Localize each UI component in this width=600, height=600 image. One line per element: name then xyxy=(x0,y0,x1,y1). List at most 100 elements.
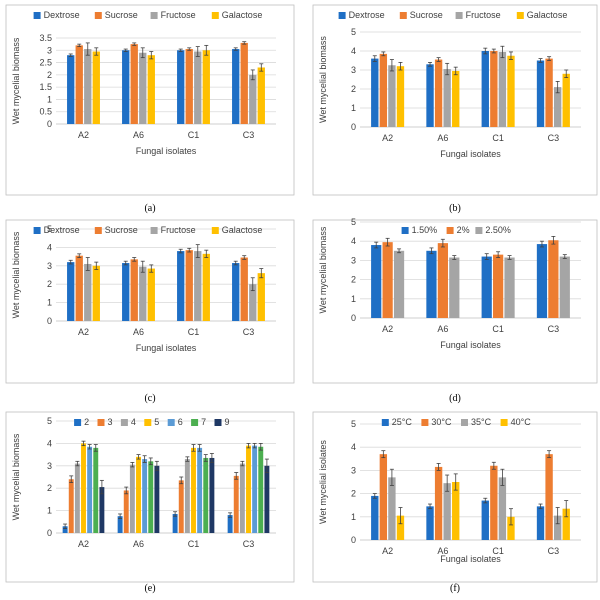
chart-panel-d: 0 1 2 3 4 5 A2 A6 C1 C3 Fungal isolates Wet mycelia… xyxy=(312,217,598,404)
bar-35c-a6 xyxy=(443,483,451,540)
legend-label: 9 xyxy=(225,417,230,427)
bar-6-c1 xyxy=(197,447,203,533)
bar-2-a6 xyxy=(117,516,123,533)
legend-label: Fructose xyxy=(161,10,196,20)
legend: Dextrose Sucrose Fructose Galactose xyxy=(33,10,262,20)
y-tick-label: 5 xyxy=(47,224,52,234)
legend-swatch xyxy=(401,227,409,234)
bar-dextrose-c3 xyxy=(232,263,240,321)
y-tick-label: 5 xyxy=(351,27,356,37)
bar-dextrose-a2 xyxy=(371,58,379,127)
y-tick-label: 3 xyxy=(47,261,52,271)
x-category-label: A6 xyxy=(437,546,448,556)
legend-label: Fructose xyxy=(161,225,196,235)
x-category-label: C1 xyxy=(492,133,504,143)
bar-dextrose-c3 xyxy=(536,60,545,127)
legend-swatch xyxy=(191,419,199,426)
bar-2-c3 xyxy=(227,515,233,533)
x-category-label: A2 xyxy=(78,327,89,337)
legend-label: Sucrose xyxy=(105,225,138,235)
y-tick-label: 1 xyxy=(351,103,356,113)
panel-caption: (b) xyxy=(449,203,461,214)
bar-3-c3 xyxy=(233,475,239,533)
y-axis-title: Wet mycelial biomass xyxy=(11,433,21,520)
bar-sucrose-c1 xyxy=(185,250,193,321)
bar-9-a2 xyxy=(99,487,105,533)
x-axis-title: Fungal isolates xyxy=(440,340,501,350)
legend-label: 7 xyxy=(201,417,206,427)
bar-30c-a6 xyxy=(434,466,443,540)
legend-label: 1.50% xyxy=(412,225,438,235)
x-category-label: A6 xyxy=(133,327,144,337)
bar-40c-c3 xyxy=(562,508,570,540)
legend: Dextrose Sucrose Fructose Galactose xyxy=(33,225,262,235)
y-tick-label: 3 xyxy=(351,65,356,75)
chart-panel-c: 0 1 2 3 4 5 A2 A6 C1 C3 Fungal isolates Wet mycelia… xyxy=(5,219,295,404)
bar-2-a6 xyxy=(437,243,448,318)
bar-25c-c3 xyxy=(536,506,545,540)
y-tick-label: 0 xyxy=(351,122,356,132)
bar-2-c3 xyxy=(548,240,559,318)
legend: Dextrose Sucrose Fructose Galactose xyxy=(338,10,567,20)
y-tick-label: 4 xyxy=(351,442,356,452)
legend-swatch xyxy=(211,227,219,234)
y-tick-label: 0 xyxy=(47,528,52,538)
bar-40c-c1 xyxy=(507,516,515,540)
legend-swatch xyxy=(211,12,219,19)
bar-fructose-a2 xyxy=(388,65,396,127)
bar-galactose-a2 xyxy=(92,51,100,125)
legend-swatch xyxy=(500,419,508,426)
bar-40c-a6 xyxy=(452,482,460,540)
legend-swatch xyxy=(97,419,105,426)
legend-swatch xyxy=(94,227,102,234)
legend-swatch xyxy=(381,419,389,426)
y-tick-label: 4 xyxy=(351,236,356,246)
legend-label: 5 xyxy=(154,417,159,427)
legend: 1.50% 2% 2.50% xyxy=(401,225,511,235)
y-tick-label: 3.5 xyxy=(39,33,52,43)
y-tick-label: 1 xyxy=(47,298,52,308)
x-category-label: C3 xyxy=(243,130,255,140)
bar-150-c3 xyxy=(536,244,548,318)
bar-galactose-c1 xyxy=(202,253,210,321)
bar-3-c1 xyxy=(178,480,184,533)
x-category-label: A2 xyxy=(382,324,393,334)
y-axis-title: Wet mycelial biomass xyxy=(11,37,21,124)
bar-fructose-a6 xyxy=(443,69,451,127)
y-tick-label: 3 xyxy=(47,461,52,471)
y-tick-label: 0 xyxy=(47,119,52,129)
bar-fructose-c1 xyxy=(498,51,507,128)
bar-6-a2 xyxy=(87,446,93,533)
y-tick-label: 1 xyxy=(47,94,52,104)
legend-swatch xyxy=(399,12,407,19)
x-axis-title: Fungal isolates xyxy=(136,146,197,156)
bar-sucrose-c1 xyxy=(490,51,498,127)
bar-dextrose-a6 xyxy=(122,50,130,124)
bar-35c-a2 xyxy=(388,477,396,540)
panel-caption: (f) xyxy=(450,583,460,594)
legend-label: Dextrose xyxy=(44,225,80,235)
bar-sucrose-c3 xyxy=(240,42,248,124)
legend-label: 6 xyxy=(178,417,183,427)
legend-label: 2.50% xyxy=(485,225,511,235)
bar-sucrose-a6 xyxy=(130,259,138,321)
bar-25c-c1 xyxy=(481,500,489,540)
legend-swatch xyxy=(461,419,468,426)
x-category-label: C1 xyxy=(492,546,504,556)
x-axis-title: Fungal isolates xyxy=(440,149,501,159)
legend-swatch xyxy=(455,12,463,19)
panel-caption: (d) xyxy=(449,393,461,404)
bar-2-a2 xyxy=(62,526,68,533)
bar-dextrose-c3 xyxy=(232,49,240,124)
bar-dextrose-c1 xyxy=(177,251,185,321)
panel-caption: (e) xyxy=(144,583,155,594)
bar-4-a2 xyxy=(74,463,80,533)
x-category-label: A2 xyxy=(382,546,393,556)
y-tick-label: 2 xyxy=(47,70,52,80)
y-tick-label: 2 xyxy=(47,279,52,289)
legend-label: 4 xyxy=(131,417,136,427)
bar-9-c1 xyxy=(209,457,215,533)
bar-30c-c3 xyxy=(545,454,553,540)
bar-5-c1 xyxy=(191,447,196,533)
legend-swatch xyxy=(421,419,429,426)
